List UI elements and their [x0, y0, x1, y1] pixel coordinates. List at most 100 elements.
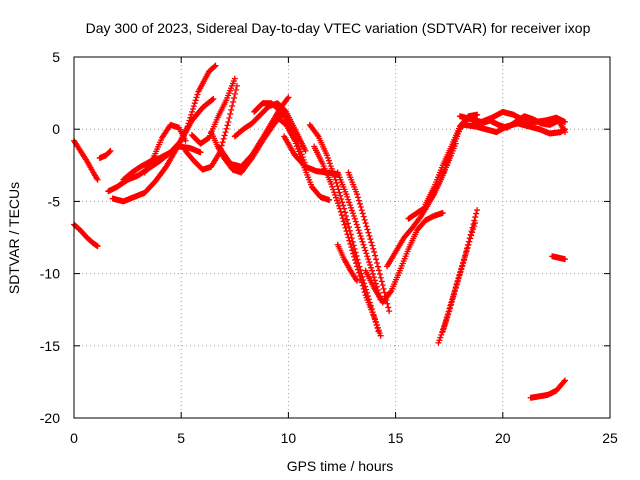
- data-point: [189, 108, 196, 115]
- data-point: [292, 140, 299, 147]
- data-point: [441, 322, 448, 329]
- data-point: [345, 234, 352, 241]
- data-point: [353, 221, 360, 228]
- data-point: [561, 377, 568, 384]
- data-point: [347, 240, 354, 247]
- data-point: [372, 252, 379, 259]
- data-point: [344, 220, 351, 227]
- data-point: [368, 239, 375, 246]
- data-point: [561, 118, 568, 125]
- data-point: [375, 267, 382, 274]
- data-point: [459, 260, 466, 267]
- data-point: [472, 214, 479, 221]
- data-point: [442, 319, 449, 326]
- x-axis-label: GPS time / hours: [287, 458, 394, 474]
- data-point: [325, 157, 332, 164]
- data-point: [363, 223, 370, 230]
- data-point: [225, 118, 232, 125]
- data-point: [474, 111, 481, 118]
- data-point: [355, 269, 362, 276]
- data-point: [344, 216, 351, 223]
- data-point: [463, 247, 470, 254]
- data-point: [363, 250, 370, 257]
- data-point: [371, 313, 378, 320]
- series-arc-15: [281, 133, 341, 177]
- data-point: [380, 285, 387, 292]
- data-point: [454, 278, 461, 285]
- data-point: [359, 282, 366, 289]
- x-tick-label: 0: [70, 430, 78, 446]
- data-point: [561, 378, 568, 385]
- data-point: [361, 244, 368, 251]
- data-point: [370, 245, 377, 252]
- data-point: [106, 148, 113, 155]
- data-point: [182, 137, 189, 144]
- data-point: [340, 218, 347, 225]
- data-point: [445, 311, 452, 318]
- series-arc-09: [188, 75, 238, 147]
- data-point: [369, 242, 376, 249]
- data-point: [466, 238, 473, 245]
- data-point: [471, 220, 478, 227]
- data-point: [232, 90, 239, 97]
- data-point: [436, 337, 443, 344]
- data-point: [372, 319, 379, 326]
- data-point: [188, 111, 195, 118]
- data-point: [364, 226, 371, 233]
- data-point: [369, 270, 376, 277]
- data-point: [336, 205, 343, 212]
- data-point: [339, 215, 346, 222]
- series-arc-07: [141, 121, 189, 176]
- data-point: [374, 263, 381, 270]
- data-point: [227, 110, 234, 117]
- data-point: [330, 171, 337, 178]
- data-point: [473, 210, 480, 217]
- data-point: [228, 106, 235, 113]
- data-point: [229, 102, 236, 109]
- y-tick-label: 5: [52, 49, 60, 65]
- series-arc-12: [231, 100, 309, 154]
- data-point: [364, 253, 371, 260]
- data-point: [223, 125, 230, 132]
- data-point: [230, 98, 237, 105]
- series-arc-31: [527, 377, 568, 401]
- data-point: [440, 325, 447, 332]
- data-point: [345, 224, 352, 231]
- series-arc-05: [109, 62, 219, 205]
- data-point: [352, 218, 359, 225]
- data-point: [335, 202, 342, 209]
- data-point: [333, 194, 340, 201]
- data-point: [354, 277, 361, 284]
- data-point: [358, 235, 365, 242]
- data-point: [370, 274, 377, 281]
- x-tick-label: 25: [602, 430, 618, 446]
- data-point: [358, 279, 365, 286]
- series-arc-03: [71, 221, 101, 250]
- data-point: [326, 196, 333, 203]
- data-point: [284, 117, 291, 124]
- series-arc-01: [71, 137, 101, 183]
- data-point: [448, 298, 455, 305]
- data-point: [369, 267, 376, 274]
- data-point: [191, 100, 198, 107]
- data-point: [439, 328, 446, 335]
- plot-frame: [73, 56, 611, 419]
- data-point: [456, 272, 463, 279]
- data-point: [347, 202, 354, 209]
- data-point: [361, 289, 368, 296]
- data-point: [465, 241, 472, 248]
- data-point: [342, 224, 349, 231]
- data-point: [450, 291, 457, 298]
- data-point: [470, 226, 477, 233]
- data-point: [373, 256, 380, 263]
- data-point: [354, 263, 361, 270]
- data-point: [341, 221, 348, 228]
- data-point: [359, 238, 366, 245]
- data-point: [468, 232, 475, 239]
- tick-marks: [73, 56, 611, 419]
- data-point: [210, 95, 217, 102]
- data-point: [459, 263, 466, 270]
- data-point: [285, 94, 292, 101]
- data-point: [349, 210, 356, 217]
- data-point: [324, 154, 331, 161]
